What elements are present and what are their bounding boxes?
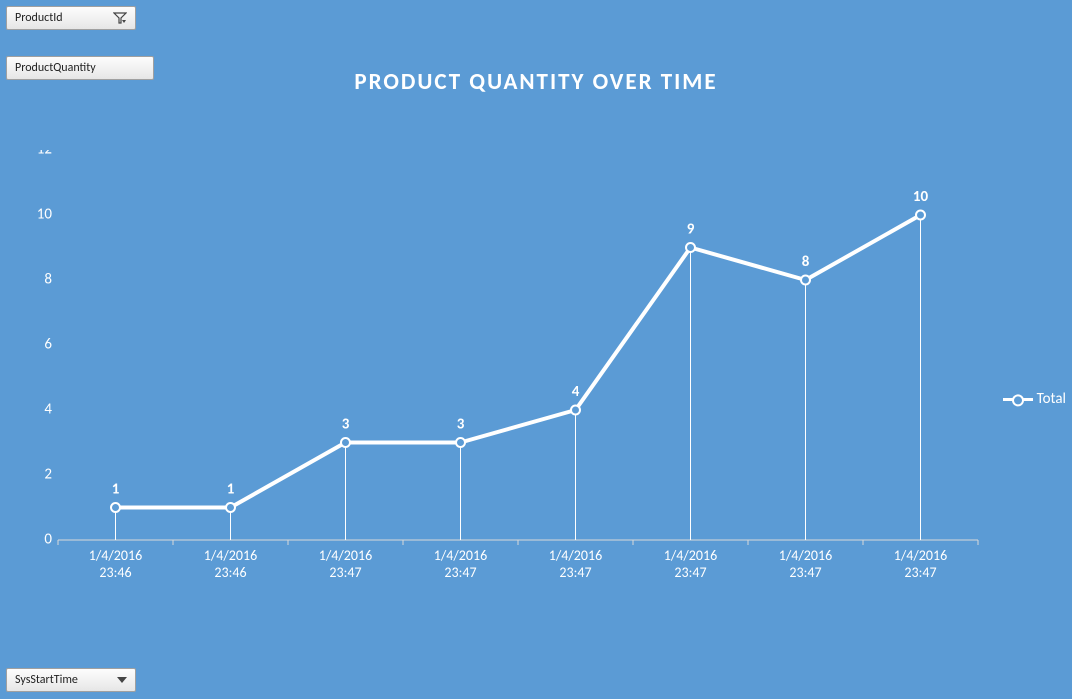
svg-text:1/4/201623:47: 1/4/201623:47	[434, 547, 487, 581]
svg-text:4: 4	[572, 383, 580, 401]
field-button-label: ProductId	[15, 11, 63, 25]
chart-title: PRODUCT QUANTITY OVER TIME	[0, 68, 1072, 96]
legend-label: Total	[1037, 390, 1066, 408]
svg-text:12: 12	[38, 150, 52, 159]
svg-text:10: 10	[913, 188, 929, 206]
svg-text:1/4/201623:47: 1/4/201623:47	[664, 547, 717, 581]
svg-text:3: 3	[457, 416, 465, 434]
chart-plot-area: 0 2 4 6 8 10 12 1/4/201623:46 1/4/201623:46 1/4/2…	[38, 150, 988, 590]
svg-text:8: 8	[802, 253, 810, 271]
field-button-label: SysStartTime	[15, 673, 78, 687]
svg-text:8: 8	[44, 271, 52, 289]
svg-text:1/4/201623:47: 1/4/201623:47	[894, 547, 947, 581]
svg-text:1/4/201623:46: 1/4/201623:46	[204, 547, 257, 581]
line-chart: 0 2 4 6 8 10 12 1/4/201623:46 1/4/201623:46 1/4/2…	[38, 150, 988, 590]
chevron-down-icon	[117, 676, 127, 684]
svg-text:9: 9	[687, 221, 695, 239]
svg-text:1/4/201623:47: 1/4/201623:47	[319, 547, 372, 581]
svg-text:4: 4	[44, 401, 52, 419]
filter-icon	[113, 12, 127, 24]
svg-text:1/4/201623:47: 1/4/201623:47	[779, 547, 832, 581]
svg-text:1/4/201623:47: 1/4/201623:47	[549, 547, 602, 581]
svg-text:1/4/201623:46: 1/4/201623:46	[89, 547, 142, 581]
svg-text:1: 1	[227, 481, 235, 499]
svg-text:0: 0	[44, 531, 52, 549]
field-button-sysstarttime[interactable]: SysStartTime	[6, 668, 136, 692]
legend-marker	[1003, 398, 1033, 401]
svg-text:2: 2	[44, 466, 52, 484]
svg-text:1: 1	[112, 481, 120, 499]
field-button-productid[interactable]: ProductId	[6, 6, 136, 30]
svg-text:3: 3	[342, 416, 350, 434]
chart-legend: Total	[1003, 390, 1066, 408]
svg-text:10: 10	[38, 206, 52, 224]
svg-text:6: 6	[44, 336, 52, 354]
